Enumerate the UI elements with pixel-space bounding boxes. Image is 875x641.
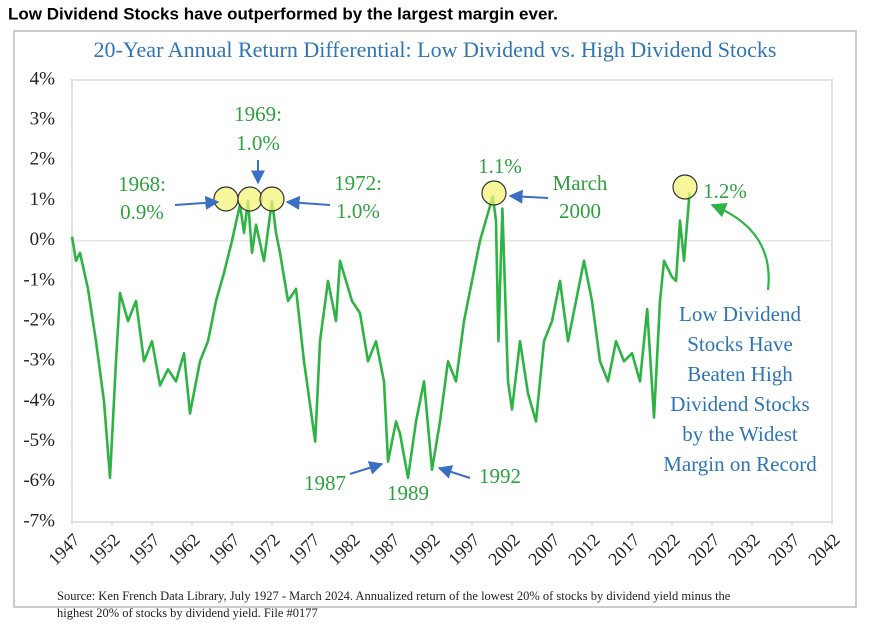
x-tick-label: 1962	[164, 530, 204, 570]
x-tick-label: 2037	[764, 530, 804, 570]
annotation: 1992	[479, 464, 521, 488]
annotation: Dividend Stocks	[670, 392, 809, 416]
header: Low Dividend Stocks have outperformed by…	[8, 4, 558, 23]
chart-frame	[13, 30, 857, 608]
annotation: March	[553, 171, 608, 195]
annotation: 1989	[387, 481, 429, 505]
annotation: Stocks Have	[687, 332, 793, 356]
arrow	[437, 465, 471, 479]
x-tick-label: 2022	[644, 530, 684, 570]
annotation: Low Dividend	[679, 302, 801, 326]
x-tick-label: 1982	[324, 530, 364, 570]
x-tick-label: 1997	[444, 530, 484, 570]
highlight-circle	[481, 180, 507, 206]
annotation: by the Widest	[682, 422, 798, 446]
chart-title: 20-Year Annual Return Differential: Low …	[94, 37, 777, 62]
y-tick-label: 1%	[30, 189, 56, 210]
arrow	[285, 195, 331, 210]
y-tick-label: 4%	[30, 68, 56, 89]
highlight-circle	[237, 186, 263, 212]
x-tick-label: 1987	[364, 530, 404, 570]
y-tick-label: -7%	[23, 510, 55, 531]
x-tick-label: 1977	[284, 530, 324, 570]
x-tick-label: 2032	[724, 530, 764, 570]
arrow	[174, 195, 220, 210]
annotation: 1.2%	[703, 179, 747, 203]
annotation: 1972:	[334, 171, 382, 195]
data-line	[70, 192, 691, 480]
source-note: Source: Ken French Data Library, July 19…	[57, 589, 731, 603]
x-tick-label: 2042	[804, 530, 844, 570]
x-tick-label: 2027	[684, 530, 724, 570]
y-tick-label: -1%	[23, 269, 55, 290]
highlight-circle	[213, 186, 239, 212]
x-tick-label: 1992	[404, 530, 444, 570]
x-tick-label: 2017	[604, 530, 644, 570]
arrow	[349, 461, 384, 475]
highlight-circle	[259, 186, 285, 212]
annotation: 0.9%	[120, 200, 164, 224]
y-tick-label: -2%	[23, 309, 55, 330]
y-tick-label: -3%	[23, 350, 55, 371]
x-tick-label: 2012	[564, 530, 604, 570]
x-tick-label: 1952	[84, 530, 124, 570]
source-note: highest 20% of stocks by dividend yield.…	[57, 606, 318, 620]
highlight-circle	[672, 174, 698, 200]
annotation: Margin on Record	[663, 452, 817, 476]
y-tick-label: -4%	[23, 390, 55, 411]
x-tick-label: 2007	[524, 530, 564, 570]
annotation: 1987	[304, 471, 346, 495]
y-tick-label: 2%	[30, 149, 56, 170]
x-tick-label: 1967	[204, 530, 244, 570]
y-tick-label: 0%	[30, 229, 56, 250]
annotation: Beaten High	[687, 362, 793, 386]
y-tick-label: 3%	[30, 109, 56, 130]
x-tick-label: 1947	[44, 530, 84, 570]
annotation: 1968:	[118, 172, 166, 196]
annotation: 2000	[559, 199, 601, 223]
annotation: 1.0%	[236, 131, 280, 155]
x-tick-label: 2002	[484, 530, 524, 570]
annotation: 1969:	[234, 102, 282, 126]
plot-area	[71, 79, 833, 523]
y-tick-label: -5%	[23, 430, 55, 451]
arrow	[508, 189, 549, 204]
annotation: 1.1%	[478, 154, 522, 178]
arrow	[710, 202, 770, 291]
annotation: 1.0%	[336, 199, 380, 223]
x-tick-label: 1957	[124, 530, 164, 570]
y-tick-label: -6%	[23, 470, 55, 491]
x-tick-label: 1972	[244, 530, 284, 570]
